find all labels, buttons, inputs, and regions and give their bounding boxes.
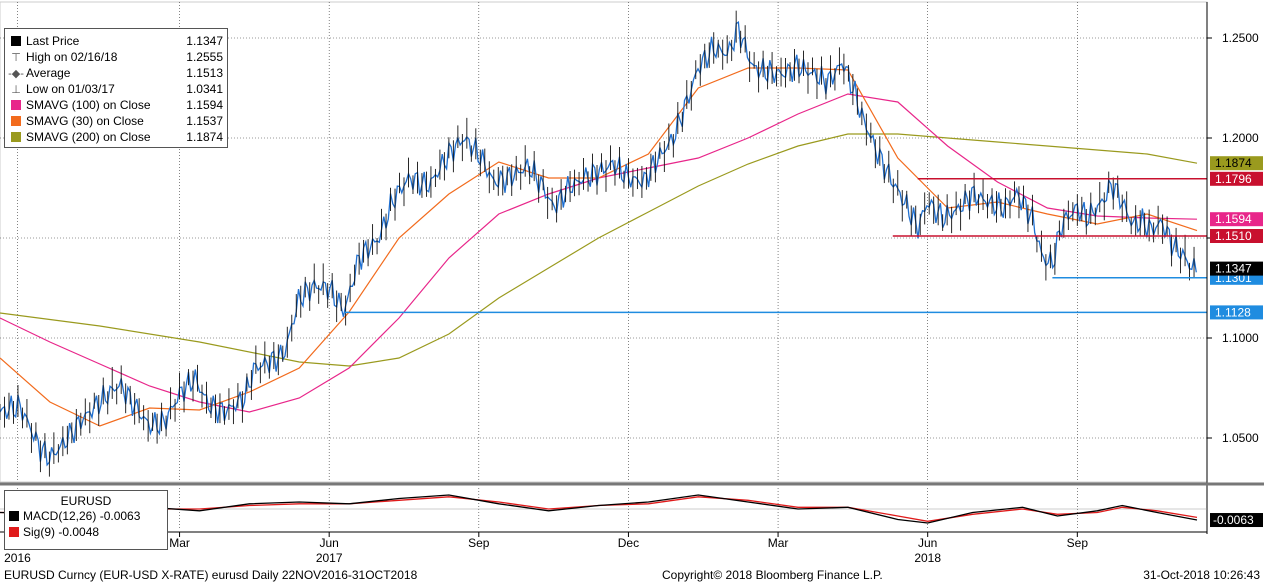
legend-item-low: ⊥ Low on 01/03/17 1.0341 xyxy=(5,81,227,97)
high-marker-icon: ⊤ xyxy=(11,51,21,64)
macd-legend: EURUSD MACD(12,26) -0.0063 Sig(9) -0.004… xyxy=(4,490,168,550)
macd-line xyxy=(0,494,1198,524)
y-tick-label: 1.2000 xyxy=(1222,131,1259,145)
level-label-box xyxy=(1210,171,1263,186)
value-label: 1.1347 xyxy=(1215,262,1252,276)
x-tick-label: Sep xyxy=(468,536,490,550)
legend-value: 1.2555 xyxy=(186,50,223,64)
legend-label: High on 02/16/18 xyxy=(26,50,118,64)
level-label: 1.1796 xyxy=(1215,172,1252,186)
footer-copyright: Copyright© 2018 Bloomberg Finance L.P. xyxy=(662,568,883,582)
y-tick-label: 1.2500 xyxy=(1222,31,1259,45)
legend-label: SMAVG (200) on Close xyxy=(26,130,151,144)
level-label-box xyxy=(1210,229,1263,243)
legend-value: 1.1594 xyxy=(186,98,223,112)
macd-panel: -0.0063 xyxy=(0,482,1264,528)
footer-timestamp: 31-Oct-2018 10:26:43 xyxy=(1143,568,1260,582)
x-year-label: 2016 xyxy=(4,551,31,565)
signal-label: Sig(9) xyxy=(23,525,56,539)
value-label-box xyxy=(1210,212,1263,227)
legend-value: 1.1347 xyxy=(186,34,223,48)
macd-label: MACD(12,26) xyxy=(23,509,97,523)
x-tick-label: Mar xyxy=(169,536,190,550)
sma200-line xyxy=(0,133,1198,367)
macd-legend-title: EURUSD xyxy=(60,494,112,508)
x-tick-label: Sep xyxy=(1067,536,1089,550)
square-icon xyxy=(9,116,23,126)
x-tick-label: Jun xyxy=(918,536,937,550)
macd-value-box xyxy=(1210,513,1263,528)
level-label-box xyxy=(1210,305,1263,320)
legend-label: SMAVG (30) on Close xyxy=(26,114,144,128)
value-label: 1.1594 xyxy=(1215,212,1252,226)
level-label: 1.1128 xyxy=(1215,305,1251,319)
y-tick-label: 1.0500 xyxy=(1222,431,1259,445)
x-tick-label: Jun xyxy=(320,536,339,550)
legend-value: 1.1537 xyxy=(186,114,223,128)
x-year-label: 2017 xyxy=(316,551,343,565)
macd-value: -0.0063 xyxy=(99,509,141,523)
legend-value: 1.1513 xyxy=(186,66,223,80)
legend-label: Low on 01/03/17 xyxy=(26,82,115,96)
legend-value: 1.1874 xyxy=(186,130,223,144)
level-lines xyxy=(344,178,1207,314)
footer-security: EURUSD Curncy (EUR-USD X-RATE) eurusd Da… xyxy=(4,568,418,582)
x-axis: Dec2016MarJun2017SepDecMarJun2018Sep xyxy=(0,531,1207,565)
macd-legend-item: MACD(12,26) -0.0063 xyxy=(5,508,167,524)
legend-item-sma30: SMAVG (30) on Close 1.1537 xyxy=(5,113,227,129)
value-label-box xyxy=(1210,261,1263,276)
macd-value-label: -0.0063 xyxy=(1213,513,1254,527)
square-icon xyxy=(9,36,23,46)
square-icon xyxy=(9,527,19,537)
value-label: 1.1874 xyxy=(1215,156,1252,170)
signal-legend-item: Sig(9) -0.0048 xyxy=(5,524,167,540)
legend-item-average: -◆- Average 1.1513 xyxy=(5,65,227,81)
legend-item-high: ⊤ High on 02/16/18 1.2555 xyxy=(5,49,227,65)
footer-bar: EURUSD Curncy (EUR-USD X-RATE) eurusd Da… xyxy=(0,566,1264,584)
legend-value: 1.0341 xyxy=(186,82,223,96)
chart-legend: Last Price 1.1347 ⊤ High on 02/16/18 1.2… xyxy=(4,28,228,148)
legend-label: Last Price xyxy=(26,34,80,48)
y-tick-label: 1.1000 xyxy=(1222,331,1259,345)
legend-label: SMAVG (100) on Close xyxy=(26,98,151,112)
signal-value: -0.0048 xyxy=(58,525,100,539)
square-icon xyxy=(9,511,19,521)
sma200-series xyxy=(0,133,1198,367)
signal-line xyxy=(0,496,1198,522)
legend-item-sma100: SMAVG (100) on Close 1.1594 xyxy=(5,97,227,113)
level-label: 1.1510 xyxy=(1215,229,1252,243)
value-label-box xyxy=(1210,156,1263,171)
legend-item-last-price: Last Price 1.1347 xyxy=(5,33,227,49)
legend-label: Average xyxy=(26,66,71,80)
square-icon xyxy=(9,132,23,142)
legend-item-sma200: SMAVG (200) on Close 1.1874 xyxy=(5,129,227,145)
right-value-labels: 1.17961.15101.13011.11281.18741.15941.13… xyxy=(1210,156,1263,320)
x-year-label: 2018 xyxy=(914,551,941,565)
square-icon xyxy=(9,100,23,110)
x-tick-label: Mar xyxy=(768,536,789,550)
price-series xyxy=(0,10,1197,477)
x-tick-label: Dec xyxy=(618,536,639,550)
low-marker-icon: ⊥ xyxy=(11,83,21,96)
average-marker-icon: -◆- xyxy=(8,67,24,80)
